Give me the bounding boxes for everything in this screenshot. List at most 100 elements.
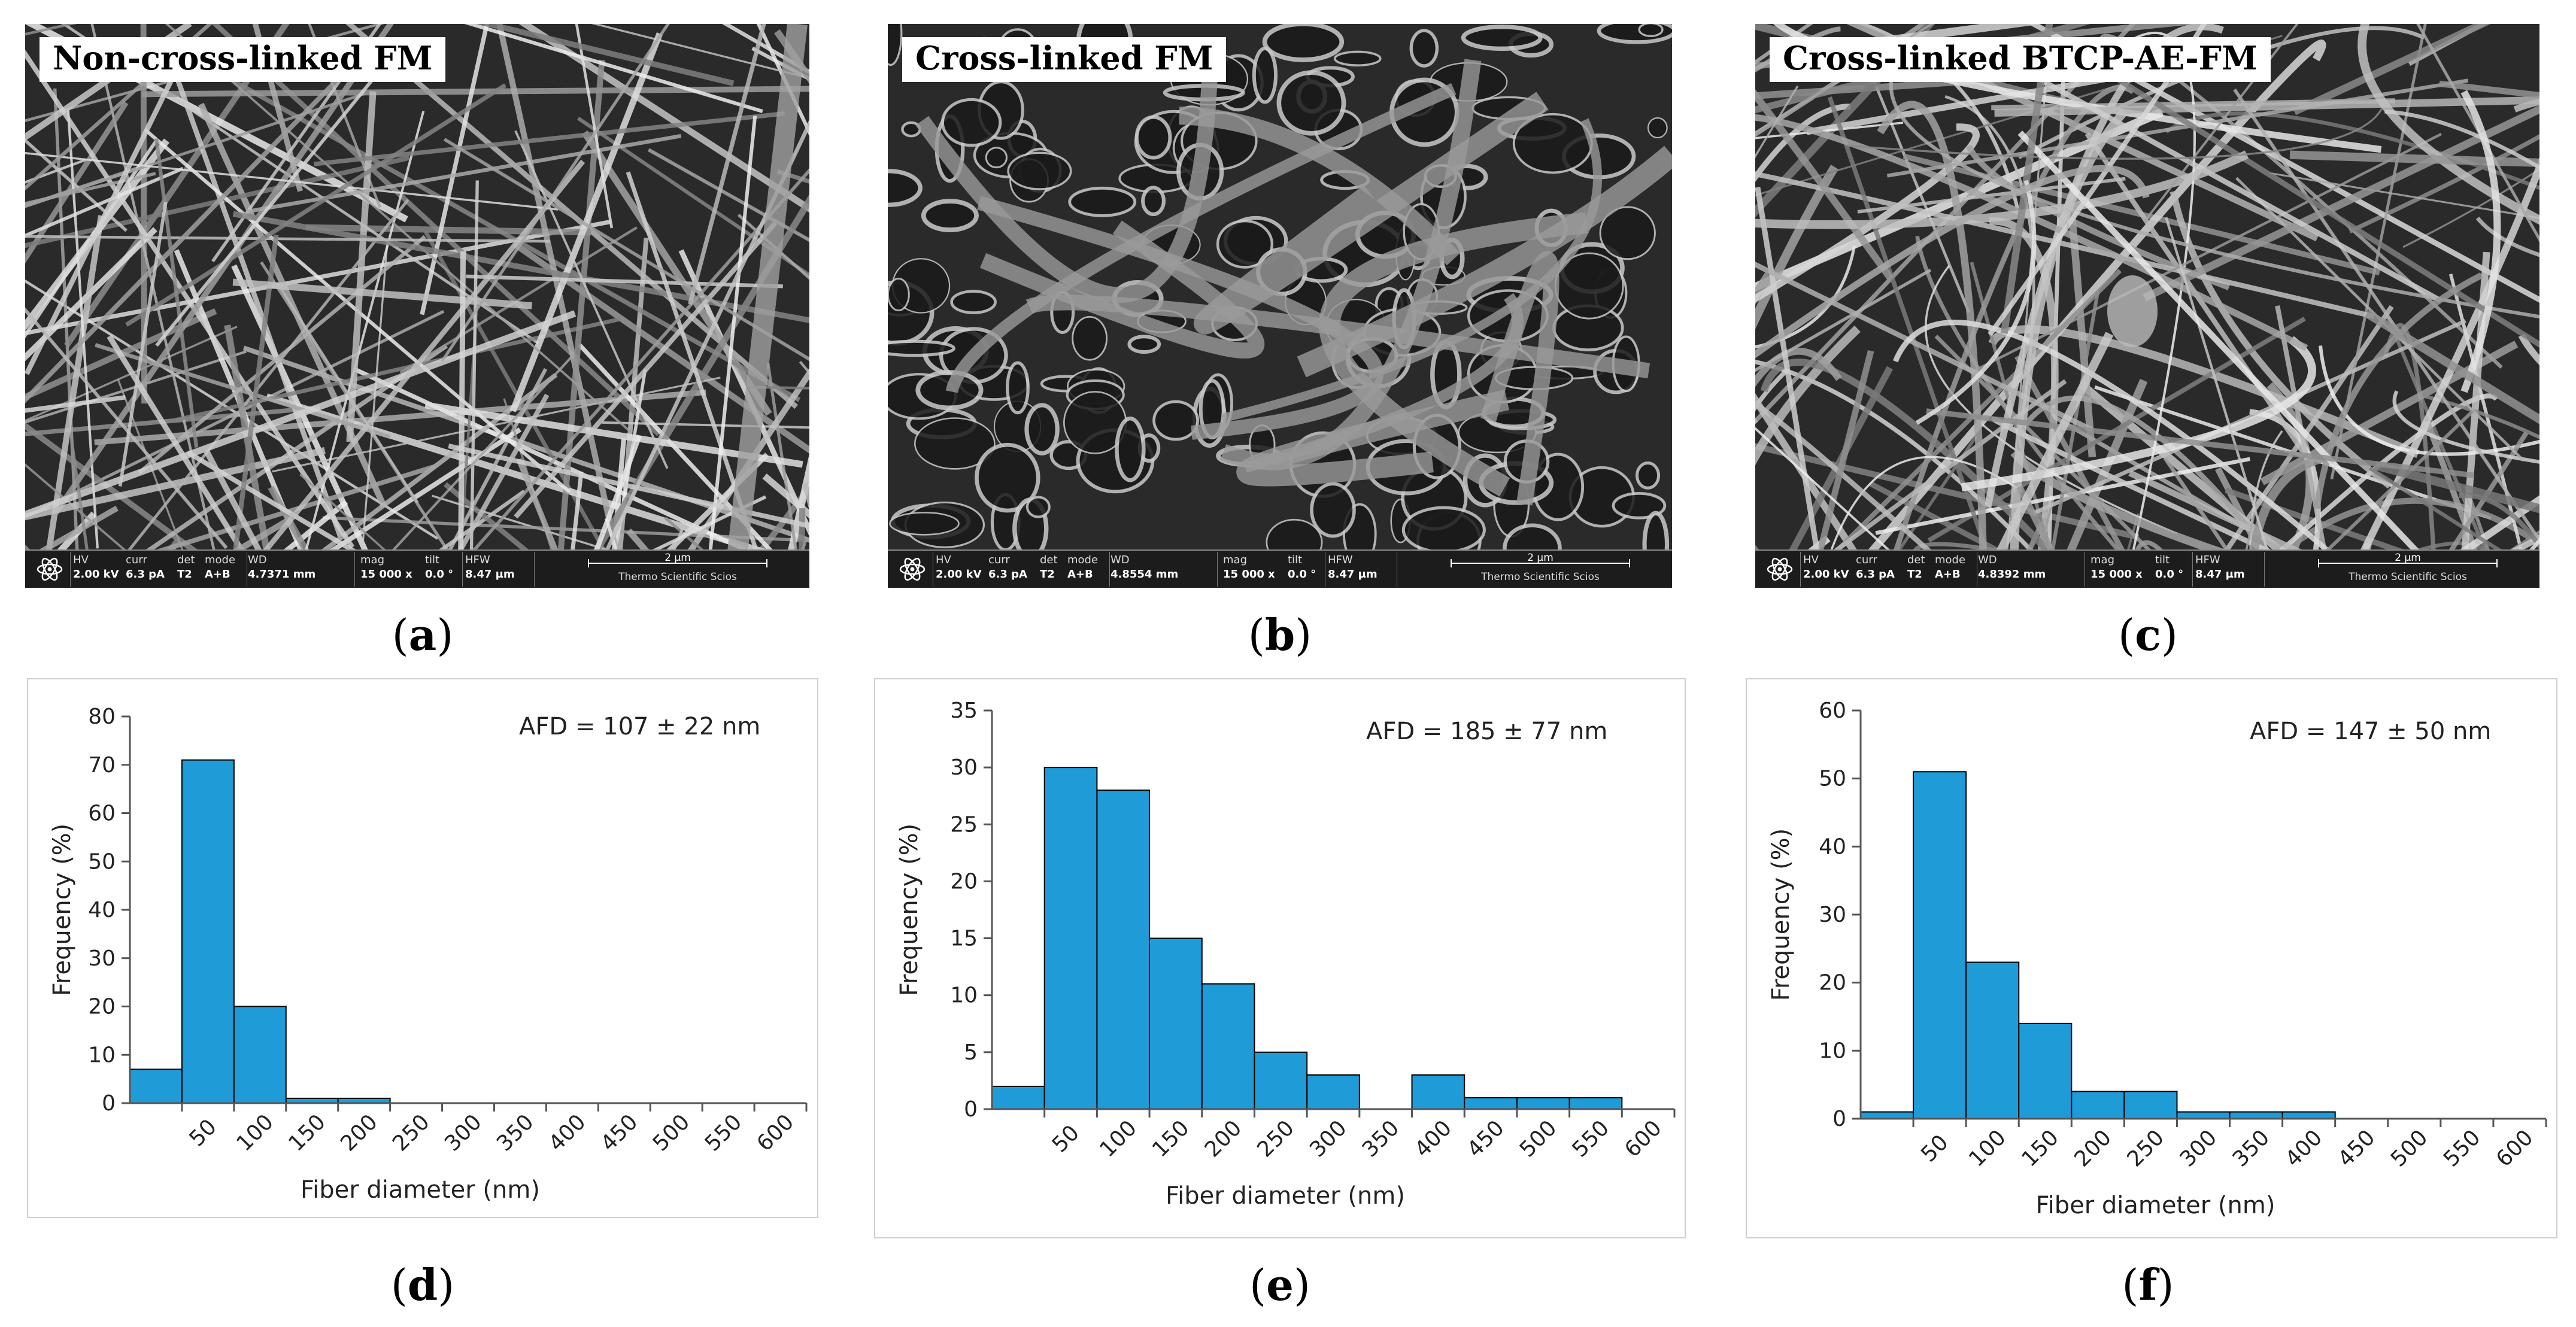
- afd-annotation: AFD = 147 ± 50 nm: [2250, 718, 2491, 745]
- y-axis-label: Frequency (%): [896, 824, 923, 997]
- x-tick-label: 100: [1964, 1125, 2011, 1172]
- databar-hv: HV 2.00 kV: [936, 554, 982, 581]
- databar-wd: WD 4.8554 mm: [1110, 554, 1179, 581]
- x-tick-label: 600: [753, 1110, 799, 1156]
- y-tick-label: 60: [1819, 699, 1846, 723]
- fiber-texture: [888, 24, 1672, 552]
- histogram-bar: [1254, 1051, 1308, 1110]
- databar-divider: [2264, 552, 2265, 587]
- afd-annotation: AFD = 185 ± 77 nm: [1366, 718, 1607, 745]
- y-tick-label: 30: [950, 755, 978, 780]
- panel-caption-b: (b): [1248, 609, 1312, 660]
- histogram-bar: [1201, 983, 1255, 1110]
- databar-mode: mode A+B: [1067, 554, 1099, 581]
- histogram-bar: [233, 1006, 287, 1104]
- databar-det: det T2: [1040, 554, 1058, 581]
- histogram-chart-d: 0 10 20 30 40 50 60 70 80 50 100 150 200 250 300 350 400…: [27, 678, 818, 1218]
- databar-divider: [2192, 552, 2193, 587]
- x-tick-label: 400: [1410, 1116, 1457, 1162]
- histogram-bar: [2176, 1111, 2231, 1120]
- panel-caption-e: (e): [1249, 1259, 1310, 1310]
- x-tick-label: 550: [2439, 1125, 2486, 1172]
- histogram-chart-f: 0 10 20 30 40 50 60 50 100 150 200 250 300 350 400 450 5…: [1746, 678, 2557, 1238]
- x-axis-label: Fiber diameter (nm): [1166, 1182, 1405, 1210]
- y-tick-label: 0: [102, 1091, 116, 1116]
- x-tick-label: 200: [336, 1110, 383, 1156]
- databar-divider: [1109, 552, 1110, 587]
- databar-hv: HV 2.00 kV: [1803, 554, 1849, 581]
- panel-caption-f: (f): [2122, 1259, 2174, 1310]
- sem-image-label: Cross-linked FM: [902, 37, 1227, 83]
- y-tick-label: 60: [88, 801, 116, 826]
- x-tick-label: 500: [2386, 1125, 2433, 1172]
- histogram-bar: [1043, 767, 1098, 1110]
- x-tick-label: 450: [1463, 1116, 1509, 1162]
- scale-bar-label: 2 µm: [665, 552, 691, 564]
- databar-mode: mode A+B: [205, 554, 236, 581]
- x-tick-label: 200: [1200, 1116, 1247, 1162]
- histogram-bar: [1568, 1097, 1623, 1110]
- sem-image-non-cross-linked: Non-cross-linked FM HV 2.00 kV curr 6.3 pA d…: [25, 24, 809, 588]
- sem-image-cross-linked: Cross-linked FM HV 2.00 kV curr 6.3 pA det T2…: [888, 24, 1672, 588]
- databar-tilt: tilt 0.0 °: [1288, 554, 1316, 581]
- x-tick-label: 500: [1515, 1116, 1562, 1162]
- scale-bar: 2 µm Thermo Scientific Scios: [576, 552, 779, 584]
- x-tick-label: 50: [1916, 1130, 1953, 1167]
- y-tick-label: 15: [950, 927, 978, 951]
- x-tick-label: 350: [1358, 1116, 1404, 1162]
- histogram-svg: 0 5 10 15 20 25 30 35 50 100 150 200 250 300 350 400 450…: [896, 699, 1676, 1210]
- databar-tilt: tilt 0.0 °: [2155, 554, 2184, 581]
- x-axis-label: Fiber diameter (nm): [2036, 1192, 2275, 1219]
- sem-databar: HV 2.00 kV curr 6.3 pA det T2 mode A+B WD 4.8554 …: [888, 549, 1672, 588]
- databar-hfw: HFW 8.47 µm: [2195, 554, 2245, 581]
- histogram-bar: [2018, 1022, 2073, 1119]
- histogram-bar: [1411, 1074, 1466, 1110]
- x-tick-label: 550: [1568, 1116, 1615, 1162]
- databar-divider: [462, 552, 463, 587]
- instrument-brand: Thermo Scientific Scios: [1481, 571, 1600, 583]
- instrument-brand: Thermo Scientific Scios: [618, 571, 737, 583]
- x-tick-label: 100: [232, 1110, 278, 1156]
- x-tick-label: 450: [2334, 1125, 2380, 1172]
- y-tick-label: 40: [1819, 834, 1846, 859]
- databar-hfw: HFW 8.47 µm: [1328, 554, 1377, 581]
- y-tick-label: 5: [964, 1040, 978, 1065]
- databar-mag: mag 15 000 x: [1223, 554, 1275, 581]
- y-tick-label: 10: [950, 983, 978, 1008]
- y-tick-label: 20: [1819, 971, 1846, 995]
- afd-annotation: AFD = 107 ± 22 nm: [519, 713, 760, 740]
- scale-bar-label: 2 µm: [2395, 552, 2421, 564]
- x-tick-label: 150: [2017, 1125, 2064, 1172]
- x-tick-label: 600: [1620, 1116, 1667, 1162]
- instrument-brand: Thermo Scientific Scios: [2349, 571, 2467, 583]
- histogram-bar: [2123, 1091, 2178, 1119]
- y-tick-label: 0: [1832, 1107, 1846, 1131]
- x-tick-label: 350: [2228, 1125, 2275, 1172]
- sem-databar: HV 2.00 kV curr 6.3 pA det T2 mode A+B WD 4.8392 …: [1755, 549, 2539, 588]
- sem-image-label: Cross-linked BTCP-AE-FM: [1770, 37, 2271, 83]
- y-tick-label: 70: [88, 753, 116, 778]
- x-tick-label: 300: [440, 1110, 487, 1156]
- databar-det: det T2: [1907, 554, 1925, 581]
- y-tick-label: 25: [950, 812, 978, 837]
- sem-databar: HV 2.00 kV curr 6.3 pA det T2 mode A+B WD 4.7371 …: [25, 549, 809, 588]
- atom-icon: [1766, 555, 1794, 583]
- y-tick-label: 10: [88, 1043, 116, 1067]
- y-tick-label: 35: [950, 699, 978, 723]
- databar-curr: curr 6.3 pA: [126, 554, 165, 581]
- x-tick-label: 150: [284, 1110, 330, 1156]
- x-tick-label: 500: [648, 1110, 695, 1156]
- databar-mode: mode A+B: [1935, 554, 1966, 581]
- histogram-bar: [1464, 1097, 1518, 1110]
- y-tick-label: 10: [1819, 1038, 1846, 1063]
- y-tick-label: 20: [950, 869, 978, 894]
- histogram-bar: [1149, 937, 1203, 1110]
- sem-image-label: Non-cross-linked FM: [40, 37, 446, 83]
- y-tick-label: 50: [1819, 767, 1846, 791]
- databar-curr: curr 6.3 pA: [1856, 554, 1895, 581]
- histogram-bar: [1860, 1111, 1914, 1120]
- histogram-bar: [1516, 1097, 1570, 1110]
- x-tick-label: 400: [544, 1110, 591, 1156]
- x-tick-label: 300: [1305, 1116, 1352, 1162]
- histogram-bar: [181, 759, 235, 1104]
